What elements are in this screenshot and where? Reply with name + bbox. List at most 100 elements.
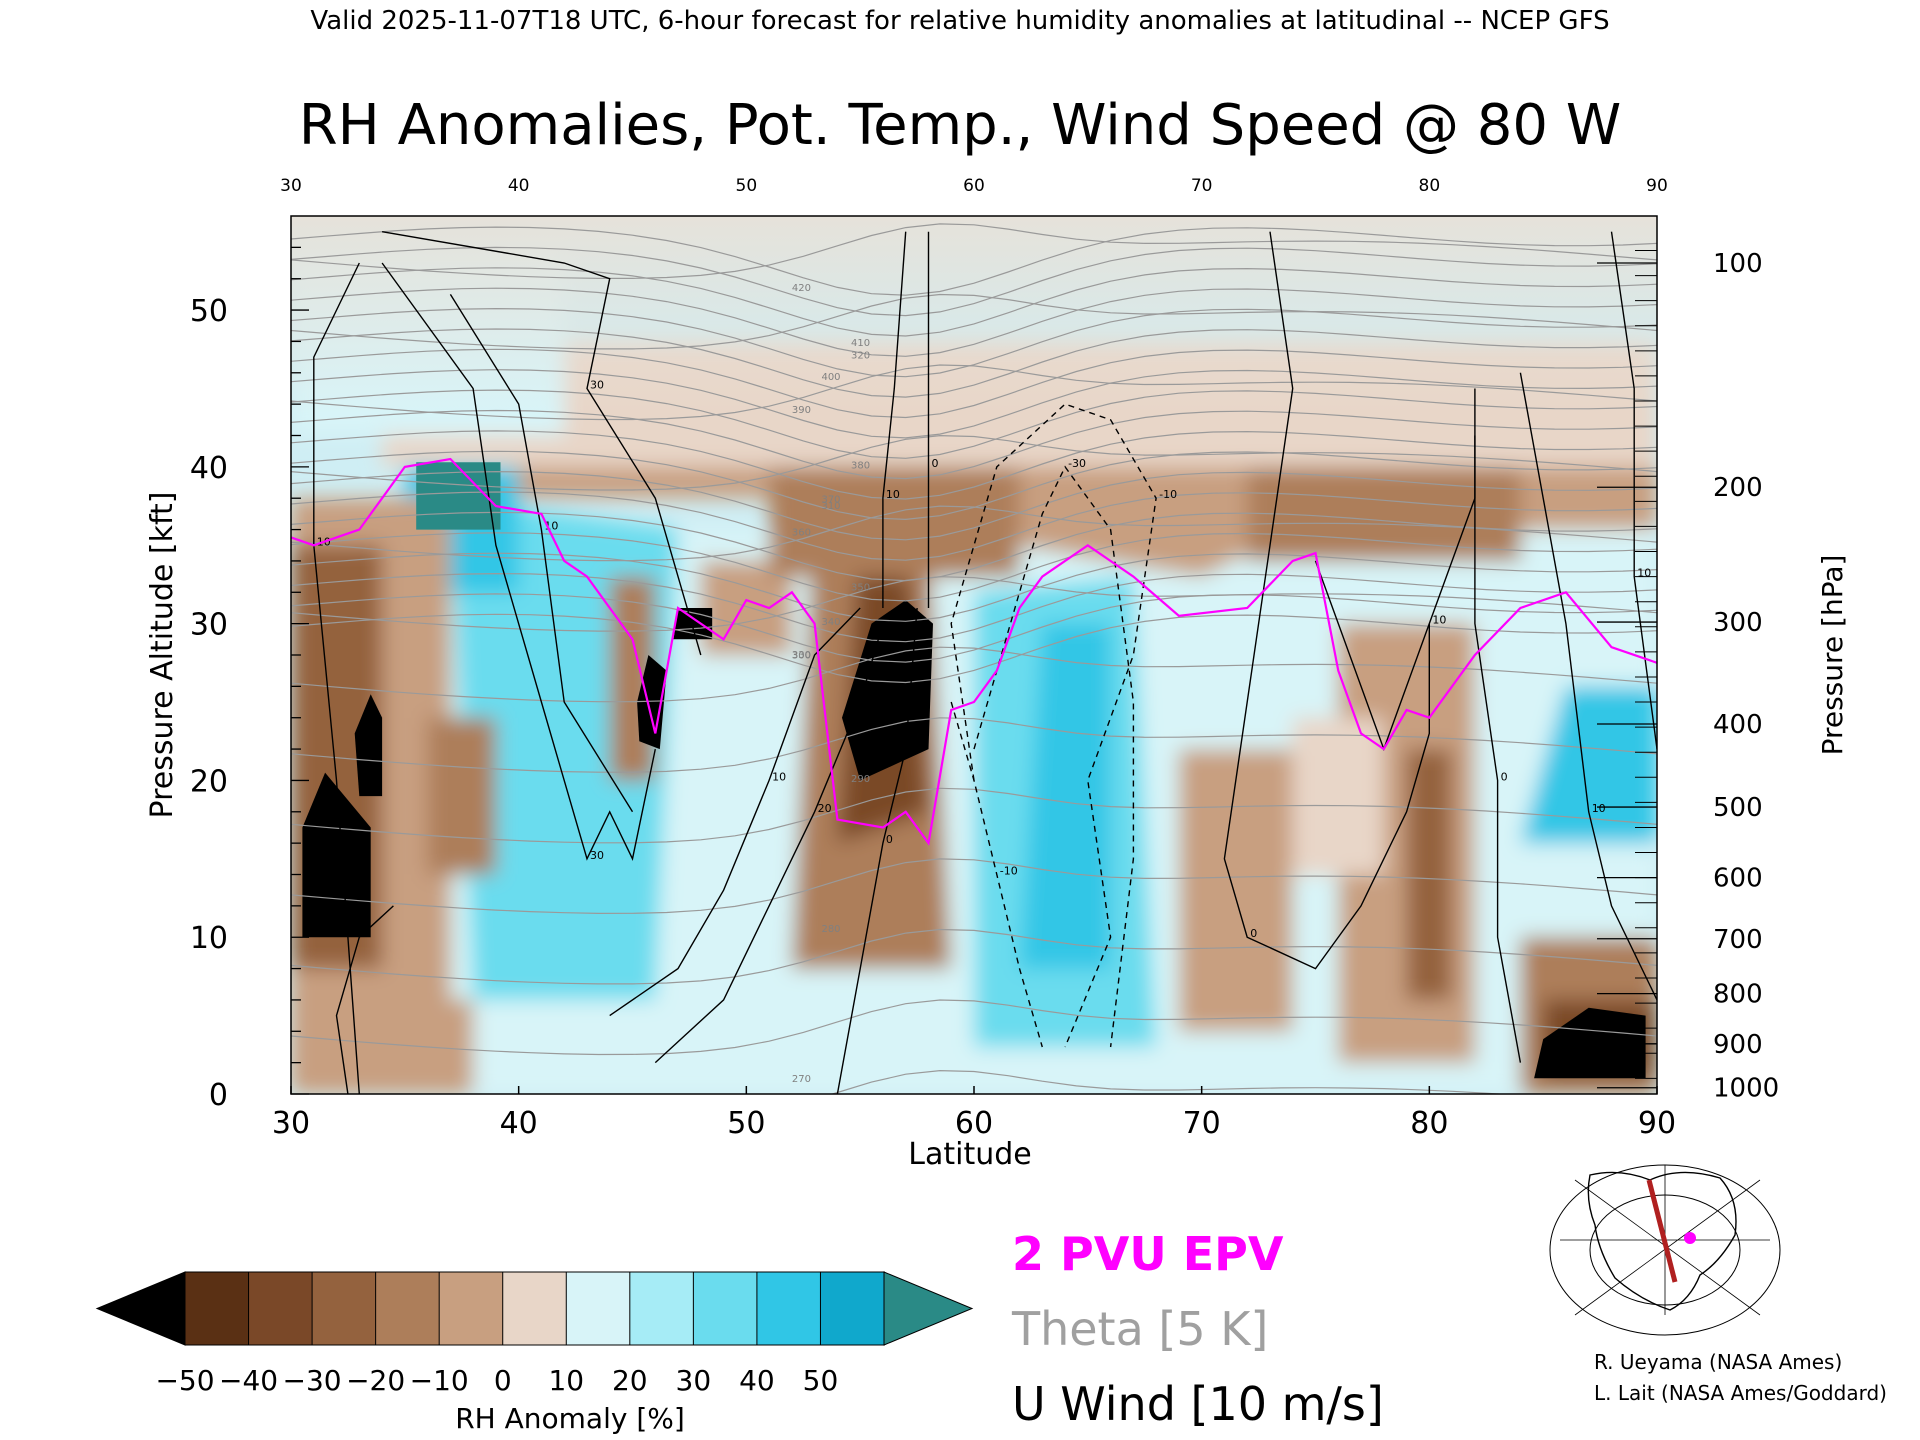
theta-contour xyxy=(291,434,1657,491)
colorbar-under-arrow xyxy=(95,1271,186,1346)
u-wind-contour xyxy=(1610,231,1657,750)
theta-contour-label: 290 xyxy=(851,774,870,785)
colorbar-swatch xyxy=(502,1271,568,1346)
u-wind-contour xyxy=(882,231,907,608)
theta-contour xyxy=(291,287,1657,357)
x-top-tick-label: 60 xyxy=(963,176,985,196)
theta-contour xyxy=(291,858,1657,915)
u-wind-contour xyxy=(836,607,918,1094)
pressure-tick-label: 200 xyxy=(1713,473,1763,503)
theta-contour-label: 330 xyxy=(792,650,811,661)
rh-anomaly-region xyxy=(313,999,474,1094)
theta-contour xyxy=(291,470,1657,541)
colorbar-tick-label: −30 xyxy=(283,1364,342,1397)
colorbar-over-arrow xyxy=(883,1271,974,1346)
theta-contour-label: 410 xyxy=(851,338,870,349)
pressure-tick-label: 900 xyxy=(1713,1030,1763,1060)
colorbar-tick-label: 20 xyxy=(612,1364,648,1397)
pressure-tick-label: 1000 xyxy=(1713,1074,1779,1104)
x-top-tick-label: 70 xyxy=(1191,176,1213,196)
x-tick-label: 70 xyxy=(1183,1106,1221,1141)
rh-anomaly-region xyxy=(1520,686,1657,844)
x-tick-label: 50 xyxy=(727,1106,765,1141)
colorbar: −50 −40 −30 −20 −10 0 10 20 30 40 50 xyxy=(95,1271,974,1397)
u-wind-contour xyxy=(449,294,634,813)
pressure-tick-label: 400 xyxy=(1713,710,1763,740)
colorbar-label: RH Anomaly [%] xyxy=(455,1402,685,1435)
colorbar-swatch xyxy=(248,1271,314,1346)
theta-contour xyxy=(291,928,1657,985)
theta-contour-label: 390 xyxy=(792,405,811,416)
theta-contour xyxy=(291,328,1657,398)
x-top-tick-label: 90 xyxy=(1646,176,1668,196)
u-wind-contour xyxy=(1474,388,1522,1063)
u-wind-contour-label: 10 xyxy=(1432,614,1446,627)
theta-contour xyxy=(291,348,1657,419)
theta-contour xyxy=(291,267,1657,337)
u-wind-contour-label: 20 xyxy=(818,802,832,815)
theta-contour-label: 310 xyxy=(821,501,840,512)
x-top-tick-label: 40 xyxy=(508,176,530,196)
colorbar-tick-label: −20 xyxy=(346,1364,405,1397)
colorbar-tick-label: −10 xyxy=(410,1364,469,1397)
y-tick-label: 40 xyxy=(190,451,228,486)
u-wind-contour-label: 0 xyxy=(1250,927,1257,940)
inset-map-coastline xyxy=(1587,1171,1737,1311)
colorbar-swatch xyxy=(311,1271,377,1346)
colorbar-tick-label: 50 xyxy=(803,1364,839,1397)
rh-anomaly-region xyxy=(1247,466,1521,561)
theta-contour xyxy=(291,717,1657,773)
rh-anomaly-extreme xyxy=(302,772,371,938)
theta-contour xyxy=(291,223,1657,279)
y-tick-label: 30 xyxy=(190,608,228,643)
theta-contour xyxy=(291,450,1657,521)
stratosphere-fade xyxy=(291,216,1657,416)
pressure-tick-label: 600 xyxy=(1713,864,1763,894)
rh-anomaly-region xyxy=(700,560,792,655)
x-tick-label: 30 xyxy=(272,1106,310,1141)
theta-contour-label: 350 xyxy=(851,583,870,594)
theta-contour xyxy=(291,552,1657,622)
pressure-tick-label: 700 xyxy=(1713,925,1763,955)
theta-contour xyxy=(291,364,1657,421)
rh-anomaly-region xyxy=(1019,623,1111,969)
y-tick-label: 50 xyxy=(190,294,228,329)
u-wind-contour-label: -10 xyxy=(1000,865,1018,878)
legend: 2 PVU EPV Theta [5 K] U Wind [10 m/s] xyxy=(1011,1227,1384,1431)
inset-map-marker xyxy=(1684,1232,1696,1244)
rh-anomaly-extreme xyxy=(354,694,383,797)
theta-contour xyxy=(291,787,1657,844)
rh-anomaly-region xyxy=(1178,749,1293,1032)
u-wind-contour xyxy=(1519,372,1657,1001)
u-wind-contour xyxy=(381,262,656,861)
u-wind-contour xyxy=(335,905,394,1094)
u-wind-contour xyxy=(381,231,702,656)
legend-theta: Theta [5 K] xyxy=(1011,1302,1268,1356)
theta-contour xyxy=(291,226,1657,296)
u-wind-contour-label: 0 xyxy=(931,457,938,470)
theta-contour xyxy=(291,307,1657,378)
y2-axis-label: Pressure [hPa] xyxy=(1816,555,1849,756)
pressure-tick-label: 800 xyxy=(1713,980,1763,1010)
plot-area: 2702802903003103203303403503603703803904… xyxy=(291,216,1657,1094)
theta-contours: 2702802903003103203303403503603703803904… xyxy=(291,223,1657,1094)
u-wind-contour-label: 0 xyxy=(362,927,369,940)
pressure-tick-label: 100 xyxy=(1713,249,1763,279)
theta-contour xyxy=(291,409,1657,480)
rh-anomaly-region xyxy=(1406,749,1453,1000)
pressure-tick-label: 300 xyxy=(1713,608,1763,638)
theta-contour xyxy=(291,491,1657,561)
y-axis-label: Pressure Altitude [kft] xyxy=(145,492,180,819)
colorbar-tick-label: 0 xyxy=(494,1364,512,1397)
theta-contour xyxy=(291,593,1657,663)
colorbar-tick-label: −40 xyxy=(219,1364,278,1397)
theta-contour-label: 300 xyxy=(792,651,811,662)
inset-map-cross-section xyxy=(1646,1179,1678,1283)
rh-anomaly-region xyxy=(427,717,496,875)
colorbar-swatch xyxy=(565,1271,631,1346)
x-tick-label: 90 xyxy=(1638,1106,1676,1141)
u-wind-contour-label: 10 xyxy=(1637,567,1651,580)
theta-contour-label: 340 xyxy=(821,617,840,628)
u-wind-contour-label: 10 xyxy=(772,770,786,783)
